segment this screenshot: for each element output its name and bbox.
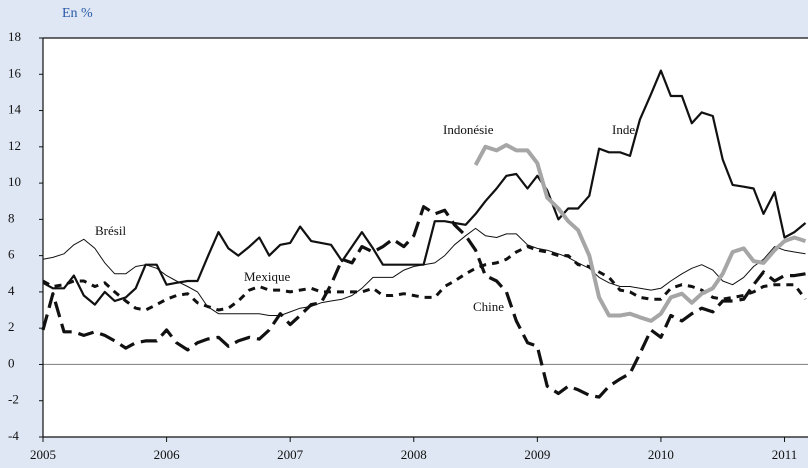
y-tick-label: 14 [8,102,22,117]
y-tick-label: 2 [8,319,15,334]
series-label: Mexique [244,269,290,284]
series-label: Chine [473,299,504,314]
y-tick-label: 12 [8,138,21,153]
series-label: Brésil [95,223,126,238]
y-tick-label: 0 [8,355,15,370]
x-tick-label: 2005 [30,447,56,462]
y-tick-label: 4 [8,283,15,298]
x-tick-label: 2008 [401,447,427,462]
series-label: Inde [612,122,635,137]
y-tick-label: 8 [8,210,15,225]
y-tick-label: 16 [8,65,22,80]
y-tick-label: 10 [8,174,21,189]
series-line [41,205,806,399]
series-line [473,143,807,323]
series-line [42,245,807,312]
plot-area [43,38,808,437]
series-line [42,227,806,316]
y-tick-label: -2 [8,392,19,407]
x-tick-label: 2010 [648,447,674,462]
y-axis-label: En % [62,6,93,21]
x-tick-label: 2011 [772,447,798,462]
y-tick-label: 18 [8,29,21,44]
y-tick-label: 6 [8,247,15,262]
x-tick-label: 2009 [524,447,550,462]
series-label: Indonésie [443,122,494,137]
x-tick-label: 2007 [277,447,304,462]
x-tick-label: 2006 [154,447,181,462]
y-tick-label: -4 [8,428,19,443]
